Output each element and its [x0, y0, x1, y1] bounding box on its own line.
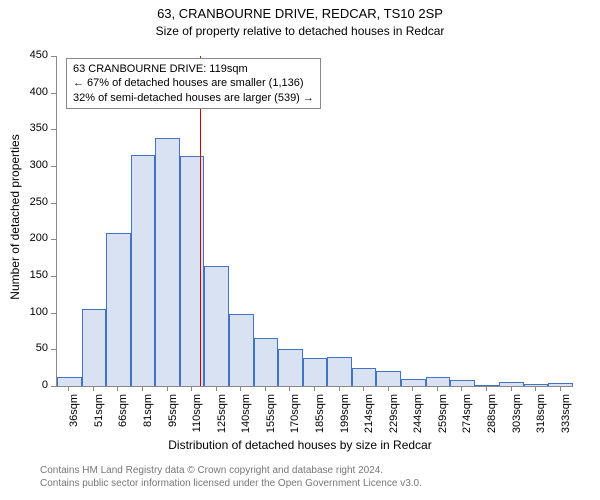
chart-container: { "chart": { "type": "histogram", "title…	[0, 0, 600, 500]
y-tick-label: 100	[18, 306, 48, 318]
histogram-bar	[401, 379, 426, 386]
x-tick-mark	[93, 386, 94, 391]
annotation-line-3: 32% of semi-detached houses are larger (…	[73, 91, 314, 105]
x-tick-label: 185sqm	[314, 394, 326, 444]
y-tick-label: 300	[18, 159, 48, 171]
x-tick-label: 303sqm	[511, 394, 523, 444]
y-tick-label: 0	[18, 379, 48, 391]
x-tick-mark	[142, 386, 143, 391]
histogram-bar	[499, 382, 524, 386]
y-tick-mark	[51, 239, 56, 240]
x-tick-label: 318sqm	[535, 394, 547, 444]
histogram-bar	[229, 314, 254, 386]
y-tick-label: 250	[18, 196, 48, 208]
histogram-bar	[57, 377, 82, 386]
x-tick-mark	[68, 386, 69, 391]
y-tick-mark	[51, 203, 56, 204]
x-tick-mark	[240, 386, 241, 391]
y-tick-label: 450	[18, 49, 48, 61]
x-tick-label: 95sqm	[167, 394, 179, 444]
histogram-bar	[204, 266, 229, 386]
x-tick-label: 199sqm	[339, 394, 351, 444]
x-tick-label: 140sqm	[240, 394, 252, 444]
histogram-bar	[548, 383, 573, 386]
x-tick-label: 125sqm	[216, 394, 228, 444]
y-tick-mark	[51, 56, 56, 57]
x-tick-label: 333sqm	[560, 394, 572, 444]
x-tick-mark	[314, 386, 315, 391]
x-tick-mark	[388, 386, 389, 391]
x-tick-label: 170sqm	[289, 394, 301, 444]
histogram-bar	[376, 371, 401, 386]
x-tick-label: 244sqm	[412, 394, 424, 444]
y-tick-mark	[51, 349, 56, 350]
x-tick-label: 110sqm	[191, 394, 203, 444]
y-tick-mark	[51, 276, 56, 277]
x-tick-label: 51sqm	[93, 394, 105, 444]
histogram-bar	[278, 349, 303, 386]
y-tick-label: 200	[18, 232, 48, 244]
histogram-bar	[82, 309, 107, 386]
x-tick-mark	[511, 386, 512, 391]
chart-title: 63, CRANBOURNE DRIVE, REDCAR, TS10 2SP	[0, 6, 600, 21]
histogram-bar	[327, 357, 352, 386]
x-tick-mark	[461, 386, 462, 391]
x-tick-mark	[486, 386, 487, 391]
x-tick-label: 214sqm	[363, 394, 375, 444]
x-tick-mark	[363, 386, 364, 391]
histogram-bar	[131, 155, 156, 386]
y-axis-label: Number of detached properties	[8, 52, 22, 382]
y-tick-mark	[51, 386, 56, 387]
x-tick-mark	[265, 386, 266, 391]
annotation-line-1: 63 CRANBOURNE DRIVE: 119sqm	[73, 62, 314, 76]
annotation-line-2: ← 67% of detached houses are smaller (1,…	[73, 76, 314, 90]
histogram-bar	[352, 368, 377, 386]
histogram-bar	[450, 380, 475, 386]
x-tick-label: 155sqm	[265, 394, 277, 444]
y-tick-label: 350	[18, 122, 48, 134]
histogram-bar	[106, 233, 131, 386]
histogram-bar	[303, 358, 328, 386]
histogram-bar	[155, 138, 180, 386]
footer-line-2: Contains public sector information licen…	[40, 477, 422, 490]
x-tick-mark	[339, 386, 340, 391]
x-tick-label: 36sqm	[68, 394, 80, 444]
y-tick-label: 150	[18, 269, 48, 281]
histogram-bar	[426, 377, 451, 386]
x-tick-mark	[437, 386, 438, 391]
x-tick-label: 66sqm	[117, 394, 129, 444]
y-tick-mark	[51, 129, 56, 130]
x-tick-mark	[117, 386, 118, 391]
chart-subtitle: Size of property relative to detached ho…	[0, 24, 600, 38]
y-tick-label: 50	[18, 342, 48, 354]
x-tick-mark	[191, 386, 192, 391]
footer-line-1: Contains HM Land Registry data © Crown c…	[40, 464, 422, 477]
y-tick-mark	[51, 313, 56, 314]
y-tick-mark	[51, 93, 56, 94]
footer: Contains HM Land Registry data © Crown c…	[40, 464, 422, 490]
histogram-bar	[254, 338, 279, 386]
y-tick-label: 400	[18, 86, 48, 98]
x-tick-label: 81sqm	[142, 394, 154, 444]
y-tick-mark	[51, 166, 56, 167]
x-tick-mark	[560, 386, 561, 391]
x-tick-mark	[412, 386, 413, 391]
x-tick-mark	[535, 386, 536, 391]
x-tick-label: 288sqm	[486, 394, 498, 444]
x-tick-mark	[167, 386, 168, 391]
x-tick-mark	[289, 386, 290, 391]
annotation-box: 63 CRANBOURNE DRIVE: 119sqm ← 67% of det…	[66, 58, 321, 109]
x-tick-mark	[216, 386, 217, 391]
x-tick-label: 259sqm	[437, 394, 449, 444]
x-tick-label: 274sqm	[461, 394, 473, 444]
x-tick-label: 229sqm	[388, 394, 400, 444]
